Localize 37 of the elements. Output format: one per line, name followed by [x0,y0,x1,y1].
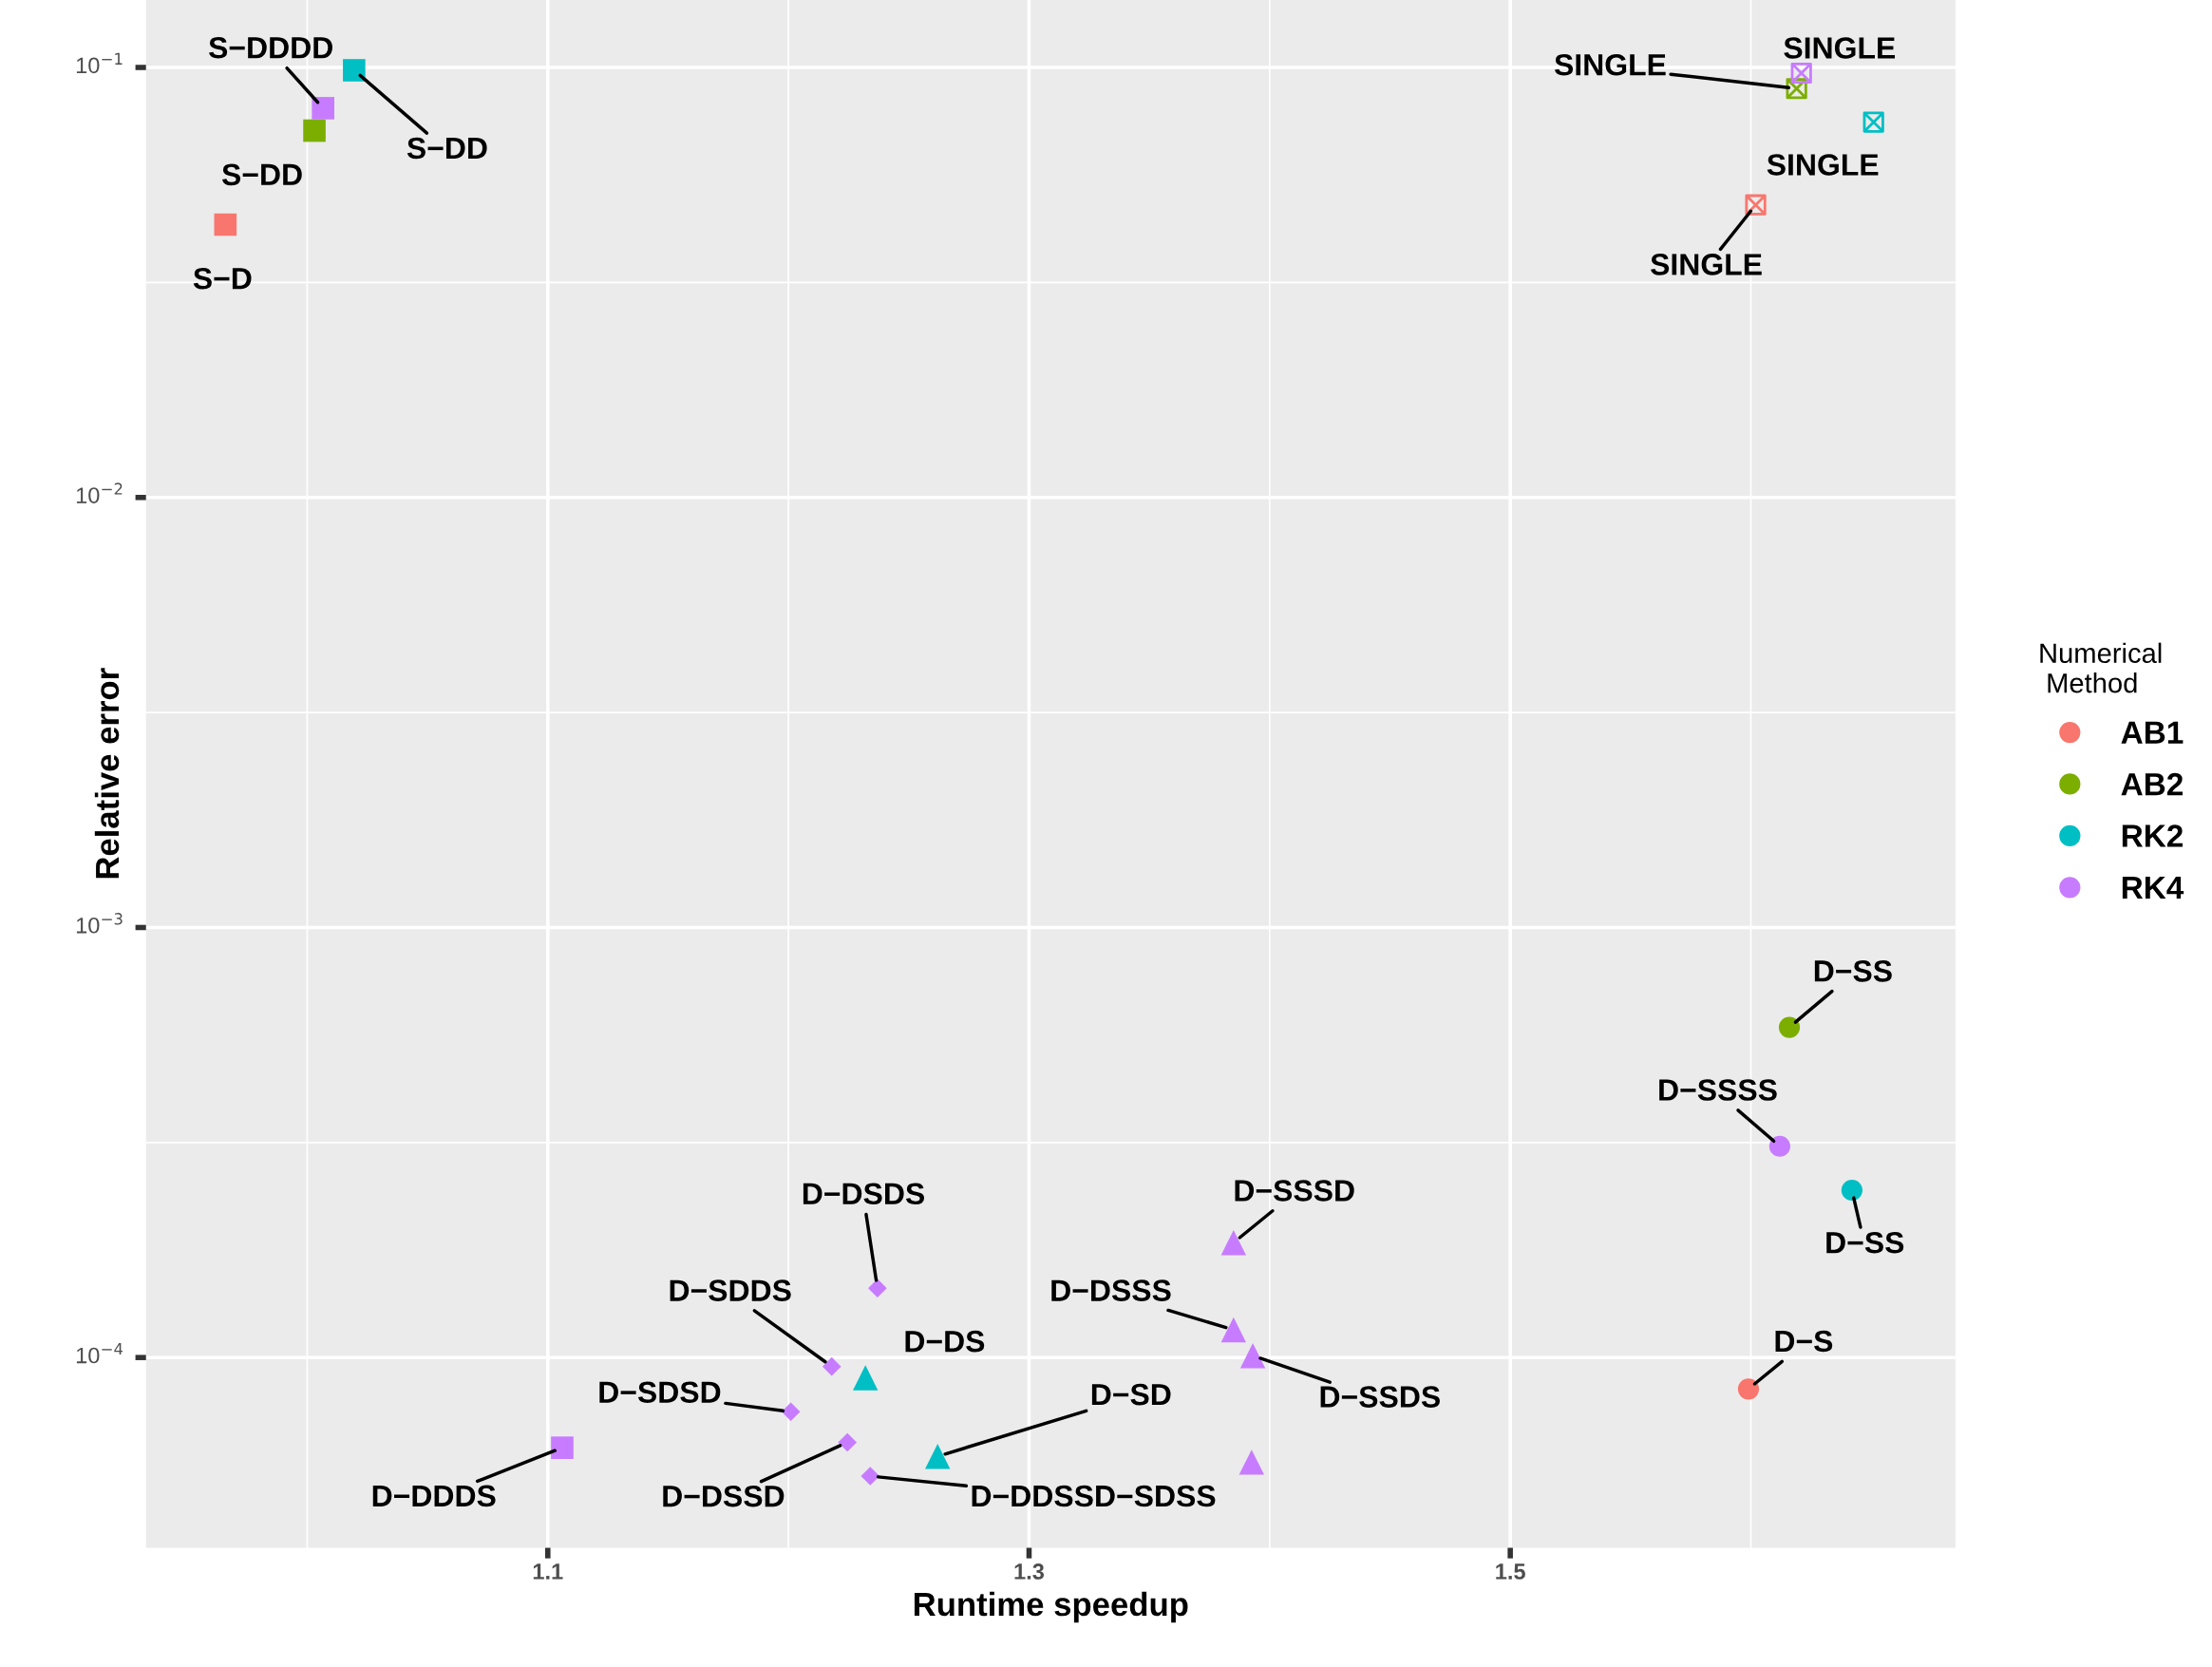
annotation: D−DSDS [803,1183,924,1205]
annotation: SINGLE [1767,154,1879,176]
legend-label: RK4 [2122,877,2184,899]
legend-label: AB1 [2121,721,2184,744]
annotation: D−SS [1826,1231,1904,1254]
y-tick-label: 10$^{−1}$ [76,52,123,74]
x-tick-label: 1.3 [1014,1563,1045,1580]
annotation: D−DS [905,1330,985,1353]
legend-label: AB2 [2121,772,2183,796]
annotation: D−SDSD [599,1381,721,1404]
annotation: D−S [1775,1330,1833,1353]
x-tick-label: 1.1 [533,1563,563,1580]
annotation: D−DDDS [372,1485,496,1507]
annotation: S−D [193,267,252,290]
y-tick-label: 10$^{−3}$ [76,913,123,934]
annotation: D−DDSSD−SDSS [972,1485,1216,1507]
annotation: D−DSSS [1051,1279,1171,1301]
annotation: D−SS [1814,960,1892,982]
annotation: D−SD [1091,1383,1171,1406]
annotation: D−SDDS [670,1279,791,1301]
legend-label: RK2 [2122,824,2183,847]
annotation: D−SSSS [1659,1079,1777,1101]
annotation: SINGLE [1784,37,1896,59]
legend-title: Numerical Method [2040,642,2162,693]
annotation: S−DD [221,163,302,186]
annotation: D−SSSD [1235,1180,1354,1202]
annotation: D−DSSD [663,1485,785,1507]
annotation: S−DD [406,137,487,160]
y-tick-label: 10$^{−4}$ [76,1343,123,1364]
annotation: D−SSDS [1320,1386,1440,1408]
y-axis-title: Relative error [94,668,120,879]
annotation: SINGLE [1651,254,1762,275]
y-tick-label: 10$^{−2}$ [76,483,123,503]
x-tick-label: 1.5 [1496,1563,1525,1580]
x-axis-title: Runtime speedup [914,1591,1188,1623]
annotation: S−DDDD [208,36,332,59]
annotation: SINGLE [1554,53,1666,76]
